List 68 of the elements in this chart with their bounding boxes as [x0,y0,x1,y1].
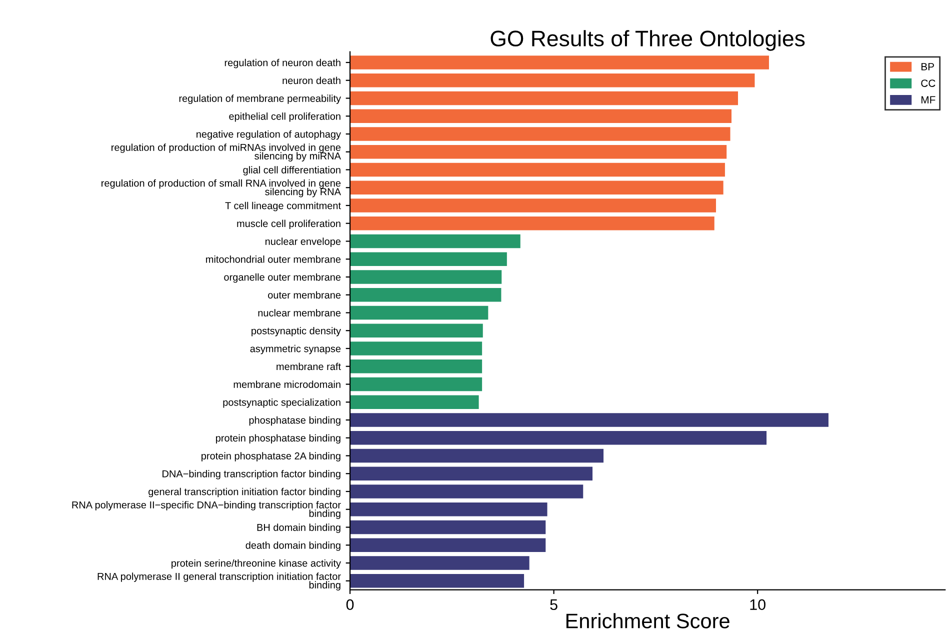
y-tick-label: regulation of neuron death [224,58,340,68]
bar [350,394,480,410]
y-tick-label: death domain binding [246,541,340,551]
y-tick-label: muscle cell proliferation [237,220,340,230]
bar [350,537,546,553]
bar [350,322,484,338]
y-tick-label: outer membrane [268,291,341,299]
y-tick-label: regulation of membrane permeability [179,94,341,104]
chart-title: GO Results of Three Ontologies [490,30,805,51]
y-tick-label: DNA−binding transcription factor binding [162,470,340,480]
bar [350,251,508,267]
bar [350,555,530,571]
y-tick-label: nuclear envelope [265,238,341,247]
x-tick-label: 5 [550,599,558,610]
y-tick-label: glial cell differentiation [243,166,340,176]
bar [350,162,726,178]
legend-label: BP [921,63,934,70]
x-axis-title: Enrichment Score [566,613,730,628]
y-tick-label: protein serine/threonine kinase activity [172,559,341,569]
bar [350,144,728,160]
y-tick-label: T cell lineage commitment [225,202,341,212]
bar [350,90,739,106]
bar [350,108,732,124]
y-tick-label: RNA polymerase II−specific DNA−binding transcription factor binding [72,501,341,519]
bar [350,233,522,249]
legend-label: CC [921,80,936,87]
bar [350,430,768,446]
bar [350,54,770,70]
bar [350,287,502,303]
x-tick-label: 0 [346,599,354,610]
y-tick-label: BH domain binding [257,524,340,533]
bar [350,304,490,320]
legend-label: MF [921,96,936,104]
bar [350,72,756,88]
y-tick-label: postsynaptic density [252,326,341,336]
bar [350,216,716,232]
bar [350,180,724,196]
y-tick-label: regulation of production of miRNAs involved in gene silencing by miRNA [112,144,341,162]
bar [350,126,732,142]
y-tick-label: protein phosphatase binding [216,434,340,444]
y-tick-label: organelle outer membrane [224,273,341,283]
y-tick-label: membrane raft [276,362,341,370]
y-tick-label: regulation of production of small RNA involved in gene silencing by RNA [102,179,341,198]
bar [350,484,584,500]
y-tick-label: mitochondrial outer membrane [206,255,341,263]
y-tick-label: epithelial cell proliferation [229,112,340,122]
bar [350,519,546,535]
bar [350,376,483,392]
y-tick-label: general transcription initiation factor binding [148,488,340,498]
x-tick-label: 10 [750,599,766,610]
y-tick-label: postsynaptic specialization [223,398,340,408]
y-tick-label: asymmetric synapse [250,344,341,354]
y-tick-label: protein phosphatase 2A binding [202,452,340,462]
y-tick-label: nuclear membrane [258,309,341,316]
bar [350,269,502,285]
y-tick-label: RNA polymerase II general transcription initiation factor binding [98,572,341,590]
y-tick-label: negative regulation of autophagy [196,130,341,140]
bar [350,466,594,482]
bar [350,448,604,464]
y-tick-label: membrane microdomain [234,380,340,388]
bar [350,412,830,428]
y-tick-label: neuron death [282,76,340,84]
bar [350,358,483,374]
bar [350,340,483,356]
bar [350,573,525,589]
bar [350,502,548,518]
y-tick-label: phosphatase binding [249,416,340,426]
bar [350,198,717,214]
